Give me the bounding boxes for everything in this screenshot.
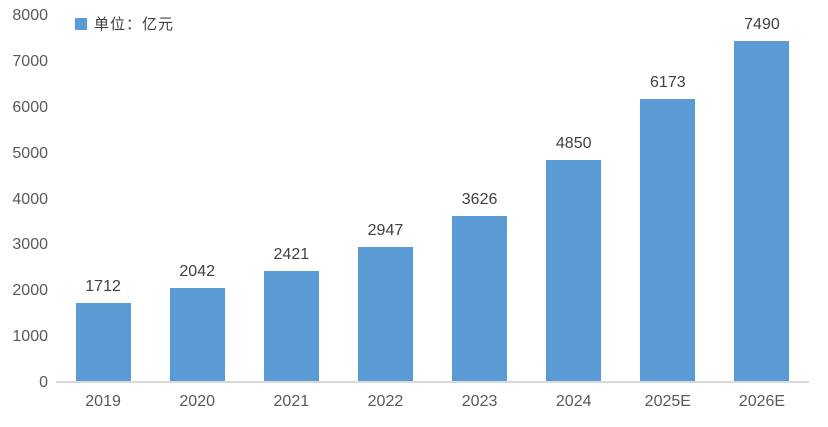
x-axis-label: 2025E (644, 393, 691, 410)
bar-value-label: 6173 (650, 74, 686, 92)
x-axis-label: 2019 (85, 393, 121, 410)
bar-value-label: 2042 (179, 262, 215, 280)
bar-group: 4850 2024 (527, 16, 621, 410)
y-tick-label: 7000 (12, 52, 48, 70)
bar-value-label: 7490 (744, 16, 780, 33)
bar (546, 159, 602, 381)
bar-value-label: 2421 (273, 245, 310, 263)
x-axis-label: 2022 (367, 393, 404, 410)
y-tick-label: 4000 (12, 190, 48, 208)
bar-value-label: 2947 (367, 221, 404, 239)
x-axis-label: 2024 (555, 393, 592, 410)
y-tick-label: 8000 (12, 7, 48, 24)
y-tick-label: 2000 (12, 282, 48, 300)
bar-group: 7490 2026E (715, 16, 809, 410)
y-tick-label: 5000 (12, 144, 48, 162)
legend-label: 单位：亿元 (94, 16, 175, 33)
bar (452, 215, 508, 381)
x-axis-label: 2021 (273, 393, 310, 410)
bar (169, 287, 225, 381)
y-tick-label: 1000 (12, 328, 48, 346)
bar (357, 246, 413, 381)
bar-value-label: 3626 (461, 190, 498, 208)
legend-color-swatch (75, 17, 87, 30)
x-axis-label: 2020 (179, 393, 215, 410)
y-tick-label: 6000 (12, 98, 48, 116)
y-tick-label: 3000 (12, 236, 48, 254)
bar (640, 99, 696, 381)
x-axis-label: 2026E (738, 393, 786, 410)
bar-group: 6173 2025E (621, 16, 715, 410)
chart-legend: 单位：亿元 (75, 13, 174, 34)
bar (263, 270, 319, 381)
plot-area: 1712 2019 2042 2020 2421 2021 2947 2022 3626 2023… (56, 16, 809, 410)
y-tick-label: 0 (39, 374, 48, 391)
bar-group: 3626 2023 (433, 16, 527, 410)
bar-value-label: 4850 (555, 134, 592, 152)
bar (75, 302, 131, 381)
x-axis-label: 2023 (461, 393, 498, 410)
bar-group: 2947 2022 (338, 16, 432, 410)
y-axis: 0 1000 2000 3000 4000 5000 6000 7000 8000 (0, 0, 48, 427)
bar-group: 2421 2021 (244, 16, 338, 410)
bar-group: 1712 2019 (56, 16, 150, 410)
bar-group: 2042 2020 (150, 16, 244, 410)
bar-value-label: 1712 (85, 277, 121, 295)
bar (734, 41, 790, 381)
